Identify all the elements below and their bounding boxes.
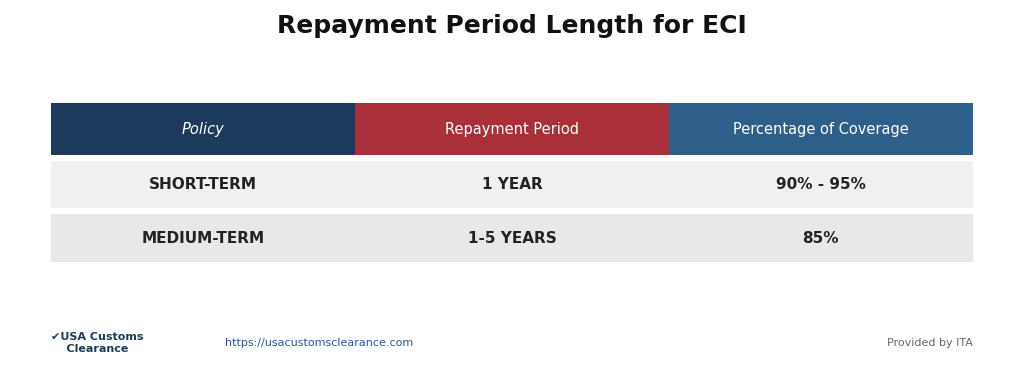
Text: MEDIUM-TERM: MEDIUM-TERM bbox=[141, 231, 265, 245]
FancyBboxPatch shape bbox=[355, 214, 669, 262]
FancyBboxPatch shape bbox=[355, 161, 669, 208]
FancyBboxPatch shape bbox=[669, 161, 973, 208]
FancyBboxPatch shape bbox=[355, 103, 669, 155]
Text: 1-5 YEARS: 1-5 YEARS bbox=[468, 231, 556, 245]
Text: Percentage of Coverage: Percentage of Coverage bbox=[733, 122, 908, 137]
Text: Repayment Period Length for ECI: Repayment Period Length for ECI bbox=[278, 14, 746, 38]
FancyBboxPatch shape bbox=[669, 214, 973, 262]
Text: https://usacustomsclearance.com: https://usacustomsclearance.com bbox=[225, 338, 414, 348]
FancyBboxPatch shape bbox=[51, 103, 355, 155]
Text: 85%: 85% bbox=[803, 231, 839, 245]
Text: 90% - 95%: 90% - 95% bbox=[776, 177, 865, 192]
Text: Provided by ITA: Provided by ITA bbox=[887, 338, 973, 348]
Text: SHORT-TERM: SHORT-TERM bbox=[150, 177, 257, 192]
Text: ✔USA Customs
    Clearance: ✔USA Customs Clearance bbox=[51, 332, 143, 354]
Text: Policy: Policy bbox=[182, 122, 224, 137]
Text: Repayment Period: Repayment Period bbox=[445, 122, 579, 137]
FancyBboxPatch shape bbox=[669, 103, 973, 155]
FancyBboxPatch shape bbox=[51, 161, 355, 208]
FancyBboxPatch shape bbox=[51, 214, 355, 262]
Text: 1 YEAR: 1 YEAR bbox=[481, 177, 543, 192]
